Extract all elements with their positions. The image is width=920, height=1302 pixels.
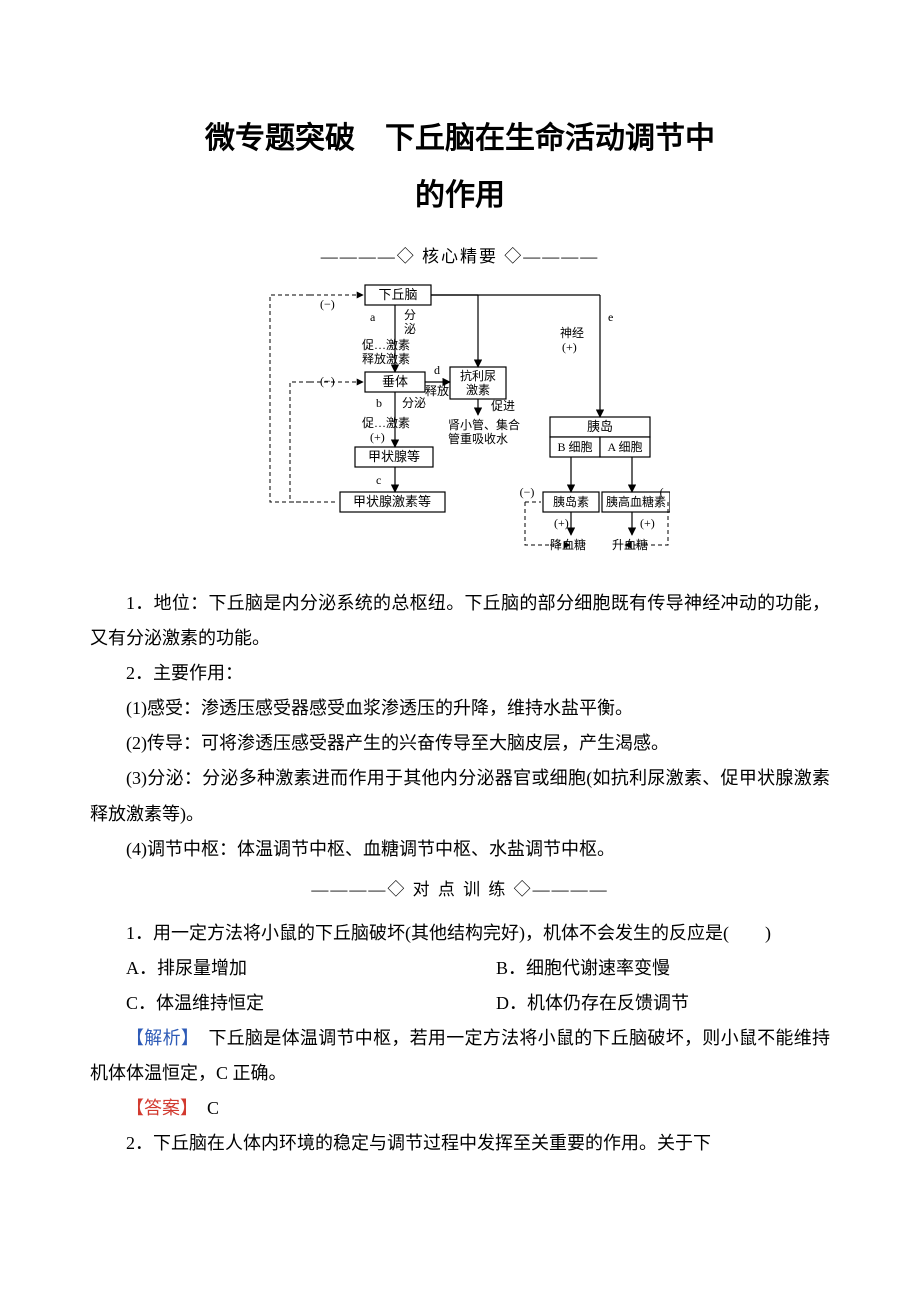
node-hypothalamus: 下丘脑: [378, 287, 417, 302]
node-islet: 胰岛: [587, 419, 613, 434]
hypothalamus-diagram: 下丘脑 垂体 甲状腺等 甲状腺激素等 抗利尿 激素 胰岛 B 细胞 A 细胞 胰…: [250, 277, 670, 567]
analysis-text: 下丘脑是体温调节中枢，若用一定方法将小鼠的下丘脑破坏，则小鼠不能维持机体体温恒定…: [90, 1028, 830, 1083]
para-1: 1．地位：下丘脑是内分泌系统的总枢纽。下丘脑的部分细胞既有传导神经冲动的功能，又…: [90, 586, 830, 656]
para-2: 2．主要作用：: [90, 656, 830, 691]
node-pituitary: 垂体: [382, 374, 408, 389]
lbl-sec1b: 泌: [404, 322, 416, 336]
q1-opt-b: B．细胞代谢速率变慢: [460, 951, 830, 986]
lbl-relh1: 促…激素: [362, 338, 410, 352]
lbl-proh: 促…激素: [362, 416, 410, 430]
node-thyroid: 甲状腺等: [368, 449, 420, 464]
analysis-label: 【解析】: [126, 1028, 190, 1048]
node-glucagon: 胰高血糖素: [606, 494, 666, 509]
lbl-minus-r: (−): [660, 485, 670, 499]
q1-stem: 1．用一定方法将小鼠的下丘脑破坏(其他结构完好)，机体不会发生的反应是( ): [90, 916, 830, 951]
lbl-d: d: [434, 363, 440, 377]
section-sep-core: ————◇ 核心精要 ◇————: [90, 242, 830, 267]
lbl-relh2: 释放激素: [362, 351, 410, 366]
lbl-a: a: [370, 310, 376, 324]
answer-label: 【答案】: [126, 1098, 189, 1118]
lbl-e: e: [608, 310, 613, 324]
answer-line: 【答案】 C: [90, 1091, 830, 1126]
diagram-region: 下丘脑 垂体 甲状腺等 甲状腺激素等 抗利尿 激素 胰岛 B 细胞 A 细胞 胰…: [90, 277, 830, 572]
q1-opts-row2: C．体温维持恒定 D．机体仍存在反馈调节: [90, 986, 830, 1021]
node-insulin: 胰岛素: [553, 494, 589, 509]
q1-opt-a: A．排尿量增加: [90, 951, 460, 986]
lbl-plus3: (+): [640, 516, 655, 530]
lbl-kid2: 管重吸收水: [448, 431, 508, 446]
lbl-promote: 促进: [491, 399, 515, 413]
para-2-3: (3)分泌：分泌多种激素进而作用于其他内分泌器官或细胞(如抗利尿激素、促甲状腺激…: [90, 761, 830, 831]
para-2-2: (2)传导：可将渗透压感受器产生的兴奋传导至大脑皮层，产生渴感。: [90, 726, 830, 761]
node-adh-1: 抗利尿: [460, 368, 496, 383]
node-thyroid-h: 甲状腺激素等: [353, 494, 431, 509]
para-2-1: (1)感受：渗透压感受器感受血浆渗透压的升降，维持水盐平衡。: [90, 691, 830, 726]
lbl-sec1a: 分: [404, 308, 416, 322]
title-line-2: 的作用: [90, 167, 830, 224]
q2-stem: 2．下丘脑在人体内环境的稳定与调节过程中发挥至关重要的作用。关于下: [90, 1126, 830, 1161]
node-bcell: B 细胞: [557, 440, 592, 454]
q1-opt-d: D．机体仍存在反馈调节: [460, 986, 830, 1021]
analysis-line: 【解析】 下丘脑是体温调节中枢，若用一定方法将小鼠的下丘脑破坏，则小鼠不能维持机…: [90, 1021, 830, 1091]
body-text: 1．地位：下丘脑是内分泌系统的总枢纽。下丘脑的部分细胞既有传导神经冲动的功能，又…: [90, 586, 830, 1162]
lbl-plus1: (+): [370, 430, 385, 444]
lbl-c: c: [376, 473, 381, 487]
lbl-release: 释放: [425, 383, 449, 398]
node-adh-2: 激素: [466, 383, 490, 397]
section-sep-practice: ————◇ 对 点 训 练 ◇————: [90, 873, 830, 906]
lbl-down: 降血糖: [550, 537, 586, 552]
lbl-plus-n: (+): [562, 340, 577, 354]
lbl-nerve: 神经: [560, 326, 584, 340]
q1-opt-c: C．体温维持恒定: [90, 986, 460, 1021]
title-line-1: 微专题突破 下丘脑在生命活动调节中: [90, 110, 830, 167]
node-acell: A 细胞: [607, 440, 642, 454]
lbl-sec2: 分泌: [402, 396, 426, 410]
page-title: 微专题突破 下丘脑在生命活动调节中 的作用: [90, 110, 830, 224]
para-2-4: (4)调节中枢：体温调节中枢、血糖调节中枢、水盐调节中枢。: [90, 832, 830, 867]
lbl-plus2: (+): [554, 516, 569, 530]
lbl-minus1: (−): [320, 297, 335, 311]
lbl-minus2: (−): [320, 374, 335, 388]
answer-text: C: [189, 1098, 219, 1118]
lbl-kid1: 肾小管、集合: [448, 417, 520, 432]
q1-opts-row1: A．排尿量增加 B．细胞代谢速率变慢: [90, 951, 830, 986]
lbl-b: b: [376, 396, 382, 410]
lbl-minus-l: (−): [520, 485, 535, 499]
